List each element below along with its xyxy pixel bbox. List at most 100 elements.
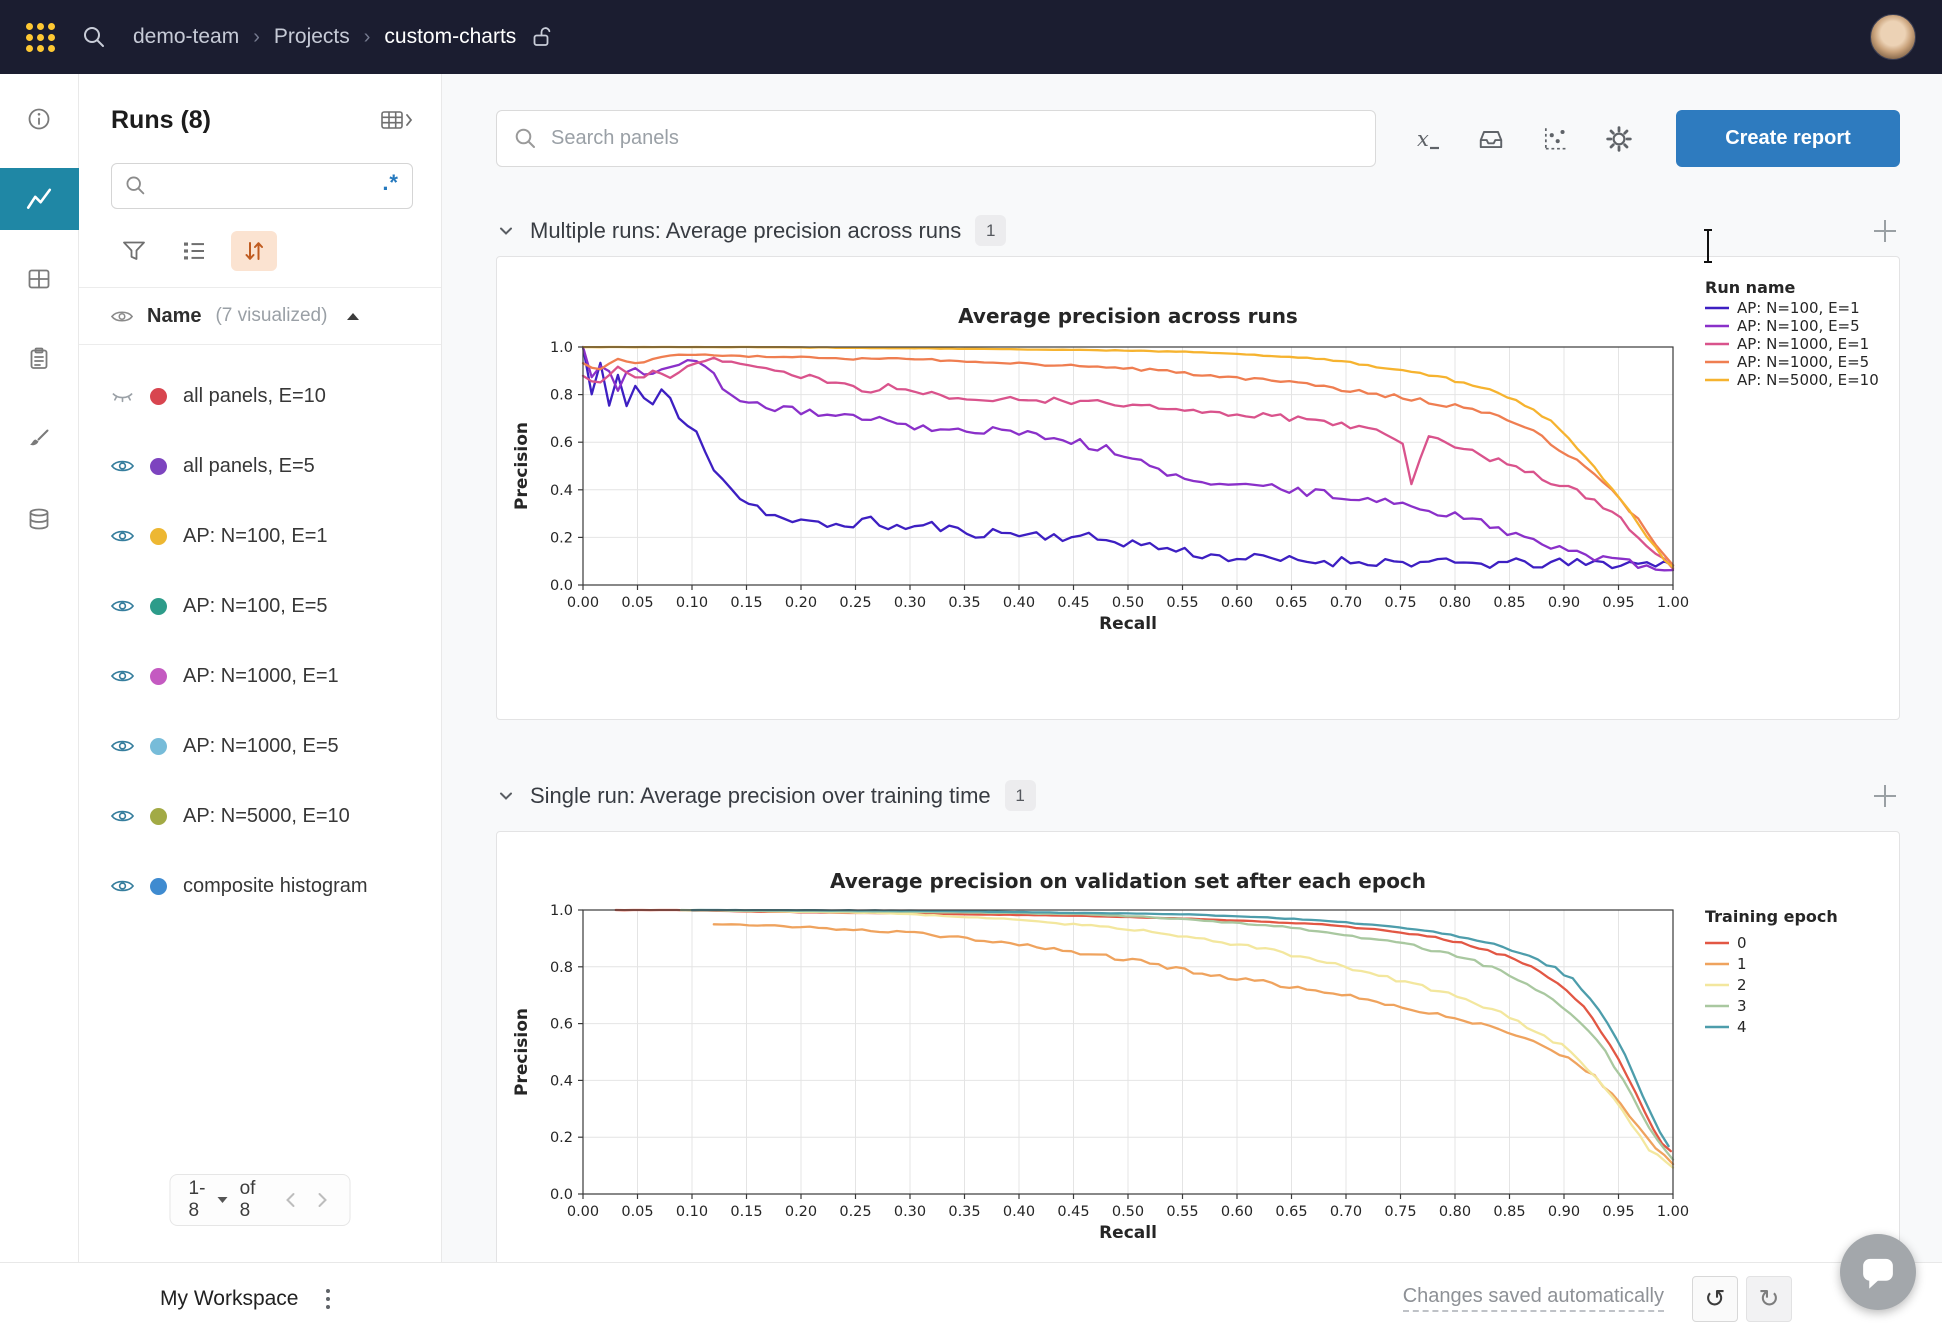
redo-button[interactable] bbox=[1746, 1275, 1792, 1322]
search-icon[interactable] bbox=[81, 24, 107, 50]
eye-visible-icon[interactable] bbox=[111, 598, 134, 614]
eye-visible-icon[interactable] bbox=[111, 528, 134, 544]
svg-text:0.80: 0.80 bbox=[1439, 595, 1471, 611]
add-panel-icon[interactable] bbox=[1870, 216, 1900, 246]
runs-filter-bar bbox=[111, 231, 413, 271]
breadcrumb-projects[interactable]: Projects bbox=[273, 25, 350, 48]
topbar: demo-team › Projects › custom-charts bbox=[0, 0, 1942, 74]
gear-icon bbox=[1606, 125, 1632, 152]
nav-overview[interactable] bbox=[0, 88, 79, 150]
run-color-dot bbox=[150, 667, 167, 685]
regex-toggle[interactable]: .* bbox=[382, 170, 399, 195]
chevron-down-icon[interactable] bbox=[496, 786, 516, 806]
eye-visible-icon[interactable] bbox=[111, 808, 134, 824]
scatter-panel-button[interactable] bbox=[1538, 122, 1572, 156]
nav-sweeps[interactable] bbox=[0, 408, 79, 470]
run-label: AP: N=5000, E=10 bbox=[183, 804, 350, 827]
nav-jobs[interactable] bbox=[0, 328, 79, 390]
user-avatar[interactable] bbox=[1870, 14, 1916, 60]
autosave-status: Changes saved automatically bbox=[1402, 1285, 1664, 1312]
svg-text:0.2: 0.2 bbox=[550, 1130, 573, 1146]
svg-text:0.00: 0.00 bbox=[567, 1204, 599, 1220]
run-row[interactable]: AP: N=100, E=1 bbox=[79, 501, 441, 571]
panel-card: 0.00 0.05 0.10 0.15 0.20 0.25 0.30 0.35 0.40 0.45… bbox=[496, 831, 1900, 1262]
run-row[interactable]: AP: N=100, E=5 bbox=[79, 571, 441, 641]
runs-search-input[interactable] bbox=[111, 163, 413, 209]
svg-text:0.0: 0.0 bbox=[550, 1187, 573, 1203]
run-row[interactable]: all panels, E=10 bbox=[79, 361, 441, 431]
run-label: AP: N=1000, E=5 bbox=[183, 734, 339, 757]
prev-page-button[interactable] bbox=[282, 1190, 300, 1210]
eye-icon bbox=[111, 310, 133, 322]
chat-support-button[interactable] bbox=[1840, 1234, 1916, 1310]
undo-button[interactable] bbox=[1692, 1275, 1738, 1322]
latex-format-button[interactable]: x bbox=[1410, 122, 1444, 156]
run-list-header[interactable]: Name (7 visualized) bbox=[79, 287, 441, 345]
eye-visible-icon[interactable] bbox=[111, 668, 134, 684]
app-body: Runs (8) .* bbox=[0, 74, 1942, 1262]
nav-runs-table[interactable] bbox=[0, 248, 79, 310]
nav-artifacts[interactable] bbox=[0, 488, 79, 550]
svg-text:0.85: 0.85 bbox=[1493, 1204, 1525, 1220]
panel-search-input[interactable] bbox=[496, 110, 1376, 167]
svg-text:0.75: 0.75 bbox=[1384, 1204, 1416, 1220]
table-icon bbox=[28, 269, 50, 289]
svg-text:0.15: 0.15 bbox=[730, 595, 762, 611]
svg-text:Precision: Precision bbox=[512, 1008, 532, 1096]
panel-layout-button[interactable] bbox=[1474, 122, 1508, 156]
run-row[interactable]: composite histogram bbox=[79, 851, 441, 921]
pagination: 1-8 of 8 bbox=[169, 1174, 351, 1226]
chevron-down-icon[interactable] bbox=[496, 221, 516, 241]
run-row[interactable]: AP: N=5000, E=10 bbox=[79, 781, 441, 851]
page-range-dropdown[interactable]: 1-8 bbox=[189, 1178, 228, 1222]
svg-text:2: 2 bbox=[1737, 976, 1747, 994]
svg-text:0.95: 0.95 bbox=[1602, 1204, 1634, 1220]
svg-text:0.45: 0.45 bbox=[1057, 1204, 1089, 1220]
filter-button[interactable] bbox=[111, 231, 157, 271]
create-report-button[interactable]: Create report bbox=[1676, 110, 1900, 167]
svg-text:0.6: 0.6 bbox=[550, 1017, 573, 1033]
run-row[interactable]: AP: N=1000, E=1 bbox=[79, 641, 441, 711]
svg-text:0.25: 0.25 bbox=[839, 595, 871, 611]
group-button[interactable] bbox=[171, 231, 217, 271]
run-label: AP: N=100, E=5 bbox=[183, 594, 328, 617]
unlock-icon[interactable] bbox=[530, 25, 554, 49]
eye-visible-icon[interactable] bbox=[111, 878, 134, 894]
workspace-title: My Workspace bbox=[160, 1286, 299, 1310]
page-range-label: 1-8 bbox=[188, 1178, 206, 1221]
run-row[interactable]: all panels, E=5 bbox=[79, 431, 441, 501]
sort-button[interactable] bbox=[231, 231, 277, 271]
workspace-menu-kebab-icon[interactable] bbox=[320, 1283, 336, 1315]
svg-text:AP: N=1000, E=5: AP: N=1000, E=5 bbox=[1737, 353, 1869, 371]
svg-text:Precision: Precision bbox=[512, 422, 532, 510]
run-label: AP: N=100, E=1 bbox=[183, 524, 328, 547]
svg-text:0.65: 0.65 bbox=[1275, 595, 1307, 611]
runs-table-expand-icon[interactable] bbox=[381, 110, 413, 132]
svg-text:0.70: 0.70 bbox=[1330, 1204, 1362, 1220]
svg-text:0.55: 0.55 bbox=[1166, 1204, 1198, 1220]
avg-precision-across-runs-chart[interactable]: 0.00 0.05 0.10 0.15 0.20 0.25 0.30 0.35 0.40 0.45… bbox=[497, 277, 1899, 641]
runs-title: Runs (8) bbox=[111, 106, 211, 134]
page-total-label: of 8 bbox=[239, 1178, 256, 1221]
wandb-logo[interactable] bbox=[26, 22, 55, 52]
svg-text:0.60: 0.60 bbox=[1221, 1204, 1253, 1220]
svg-text:3: 3 bbox=[1737, 997, 1747, 1015]
eye-visible-icon[interactable] bbox=[111, 458, 134, 474]
eye-visible-icon[interactable] bbox=[111, 738, 134, 754]
avg-precision-per-epoch-chart[interactable]: 0.00 0.05 0.10 0.15 0.20 0.25 0.30 0.35 0.40 0.45… bbox=[497, 852, 1899, 1252]
inbox-tray-icon bbox=[1479, 130, 1503, 148]
run-row[interactable]: AP: N=1000, E=5 bbox=[79, 711, 441, 781]
next-page-button[interactable] bbox=[314, 1190, 332, 1210]
svg-text:0.35: 0.35 bbox=[948, 595, 980, 611]
svg-text:0.70: 0.70 bbox=[1330, 595, 1362, 611]
eye-hidden-icon[interactable] bbox=[111, 388, 134, 404]
run-label: all panels, E=5 bbox=[183, 454, 315, 477]
breadcrumb-separator: › bbox=[253, 25, 260, 48]
svg-text:AP: N=5000, E=10: AP: N=5000, E=10 bbox=[1737, 371, 1879, 389]
svg-text:0.2: 0.2 bbox=[550, 530, 573, 546]
breadcrumb-team[interactable]: demo-team bbox=[133, 25, 240, 48]
settings-button[interactable] bbox=[1602, 122, 1636, 156]
nav-workspace-charts[interactable] bbox=[0, 168, 79, 230]
add-panel-icon[interactable] bbox=[1870, 781, 1900, 811]
funnel-icon bbox=[123, 241, 145, 260]
